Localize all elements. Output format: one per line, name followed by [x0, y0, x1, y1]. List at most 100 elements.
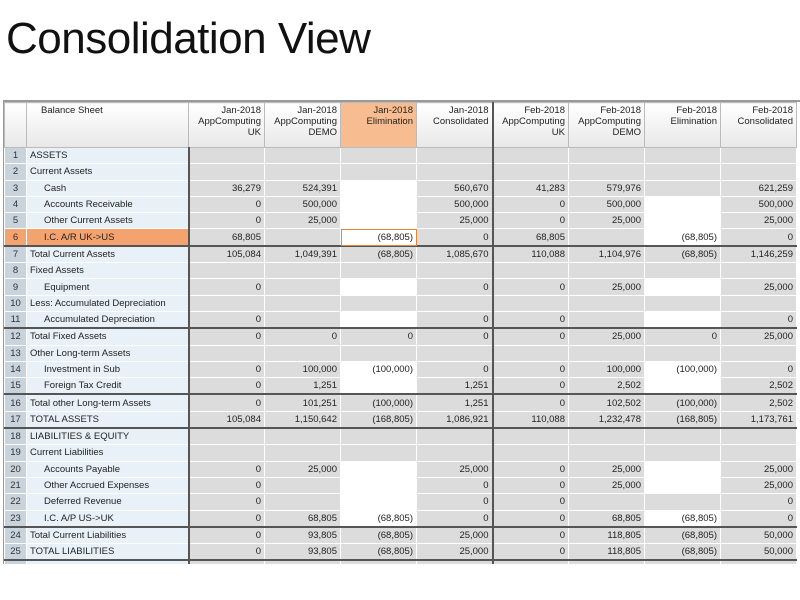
value-cell[interactable]: 0 — [492, 212, 569, 230]
row-label-cell[interactable]: Total Current Assets — [26, 244, 190, 264]
value-cell[interactable] — [644, 179, 721, 197]
value-cell[interactable] — [644, 163, 721, 181]
column-header[interactable]: Feb-2018 AppComputing UK — [492, 102, 569, 148]
value-cell[interactable]: 105,084 — [188, 244, 265, 264]
value-cell[interactable]: 68,805 — [264, 509, 341, 528]
value-cell[interactable]: (68,805) — [644, 543, 721, 561]
row-number[interactable]: 12 — [4, 327, 27, 346]
value-cell[interactable]: 0 — [416, 509, 494, 528]
column-header[interactable]: Jan-2018 Consolidated — [416, 102, 494, 148]
value-cell[interactable]: 1,232,478 — [568, 410, 645, 429]
value-cell[interactable]: (68,805) — [340, 244, 417, 264]
value-cell[interactable] — [644, 493, 721, 511]
value-cell[interactable]: 0 — [188, 310, 265, 329]
value-cell[interactable]: 0 — [492, 493, 569, 511]
row-number[interactable]: 25 — [4, 543, 27, 561]
row-number[interactable]: 19 — [4, 444, 27, 462]
value-cell[interactable]: 0 — [720, 493, 797, 511]
value-cell[interactable]: 0 — [492, 476, 569, 495]
value-cell[interactable] — [568, 559, 645, 564]
value-cell[interactable]: 0 — [188, 212, 265, 230]
value-cell[interactable]: (168,805) — [644, 410, 721, 429]
value-cell[interactable] — [568, 310, 645, 329]
value-cell[interactable] — [340, 212, 417, 230]
value-cell[interactable] — [492, 262, 569, 280]
value-cell[interactable]: 1,251 — [264, 377, 341, 395]
row-number[interactable]: 18 — [4, 427, 27, 446]
value-cell[interactable]: 25,000 — [416, 212, 494, 230]
value-cell[interactable] — [568, 262, 645, 280]
row-label-cell[interactable]: Total other Long-term Assets — [26, 393, 190, 412]
value-cell[interactable]: 0 — [188, 195, 265, 214]
value-cell[interactable] — [188, 559, 265, 564]
value-cell[interactable]: 0 — [492, 460, 569, 478]
value-cell[interactable]: 1,086,921 — [416, 410, 494, 429]
value-cell[interactable]: 0 — [188, 393, 265, 412]
value-cell[interactable] — [720, 559, 797, 564]
value-cell[interactable]: 0 — [720, 228, 797, 247]
value-cell[interactable]: 25,000 — [568, 460, 645, 478]
value-cell[interactable]: (100,000) — [644, 393, 721, 412]
value-cell[interactable] — [340, 146, 417, 165]
value-cell[interactable] — [264, 163, 341, 181]
value-cell[interactable] — [340, 559, 417, 564]
row-label-cell[interactable]: Other Accrued Expenses — [26, 476, 190, 495]
value-cell[interactable]: 1,085,670 — [416, 244, 494, 264]
value-cell[interactable]: 0 — [188, 525, 265, 545]
value-cell[interactable]: 0 — [720, 509, 797, 528]
value-cell[interactable]: 25,000 — [568, 327, 645, 346]
value-cell[interactable]: 25,000 — [416, 460, 494, 478]
value-cell[interactable] — [264, 344, 341, 362]
corner-cell[interactable] — [4, 102, 27, 148]
row-number[interactable]: 8 — [4, 262, 27, 280]
value-cell[interactable] — [340, 444, 417, 462]
value-cell[interactable]: 0 — [188, 278, 265, 296]
value-cell[interactable]: 500,000 — [568, 195, 645, 214]
row-label-cell[interactable]: Less: Accumulated Depreciation — [26, 294, 190, 312]
value-cell[interactable] — [720, 146, 797, 165]
value-cell[interactable] — [644, 377, 721, 395]
column-header[interactable]: Feb-2018 Elimination — [644, 102, 721, 148]
value-cell[interactable] — [264, 444, 341, 462]
value-cell[interactable]: 0 — [492, 310, 569, 329]
value-cell[interactable]: 50,000 — [720, 525, 797, 545]
value-cell[interactable] — [340, 460, 417, 478]
row-number[interactable]: 20 — [4, 460, 27, 478]
value-cell[interactable]: 25,000 — [720, 327, 797, 346]
row-label-cell[interactable]: Equipment — [26, 278, 190, 296]
value-cell[interactable]: 25,000 — [720, 476, 797, 495]
column-header[interactable]: Jan-2018 AppComputing UK — [188, 102, 265, 148]
value-cell[interactable] — [568, 146, 645, 165]
value-cell[interactable]: (100,000) — [340, 360, 417, 379]
value-cell[interactable] — [492, 146, 569, 165]
value-cell[interactable]: 0 — [188, 327, 265, 346]
row-label-cell[interactable]: LIABILITIES & EQUITY — [26, 427, 190, 446]
value-cell[interactable] — [340, 493, 417, 511]
row-label-cell[interactable]: Total Current Liabilities — [26, 525, 190, 545]
value-cell[interactable]: 1,251 — [416, 393, 494, 412]
row-number[interactable]: 24 — [4, 525, 27, 545]
value-cell[interactable] — [416, 344, 494, 362]
value-cell[interactable] — [568, 427, 645, 446]
value-cell[interactable]: (168,805) — [340, 410, 417, 429]
value-cell[interactable]: 524,391 — [264, 179, 341, 197]
row-number[interactable]: 22 — [4, 493, 27, 511]
value-cell[interactable] — [188, 294, 265, 312]
value-cell[interactable]: 500,000 — [720, 195, 797, 214]
value-cell[interactable] — [340, 179, 417, 197]
row-label-cell[interactable]: ASSETS — [26, 146, 190, 165]
value-cell[interactable] — [492, 294, 569, 312]
value-cell[interactable]: 101,251 — [264, 393, 341, 412]
row-label-cell[interactable]: Investment in Sub — [26, 360, 190, 379]
value-cell[interactable] — [720, 344, 797, 362]
column-header[interactable]: Feb-2018 AppComputing DEMO — [568, 102, 645, 148]
value-cell[interactable]: 25,000 — [720, 212, 797, 230]
row-number[interactable]: 21 — [4, 476, 27, 495]
row-number[interactable]: 3 — [4, 179, 27, 197]
value-cell[interactable]: 0 — [492, 327, 569, 346]
value-cell[interactable] — [644, 476, 721, 495]
value-cell[interactable] — [416, 146, 494, 165]
value-cell[interactable]: (68,805) — [644, 244, 721, 264]
value-cell[interactable] — [644, 344, 721, 362]
value-cell[interactable] — [644, 444, 721, 462]
